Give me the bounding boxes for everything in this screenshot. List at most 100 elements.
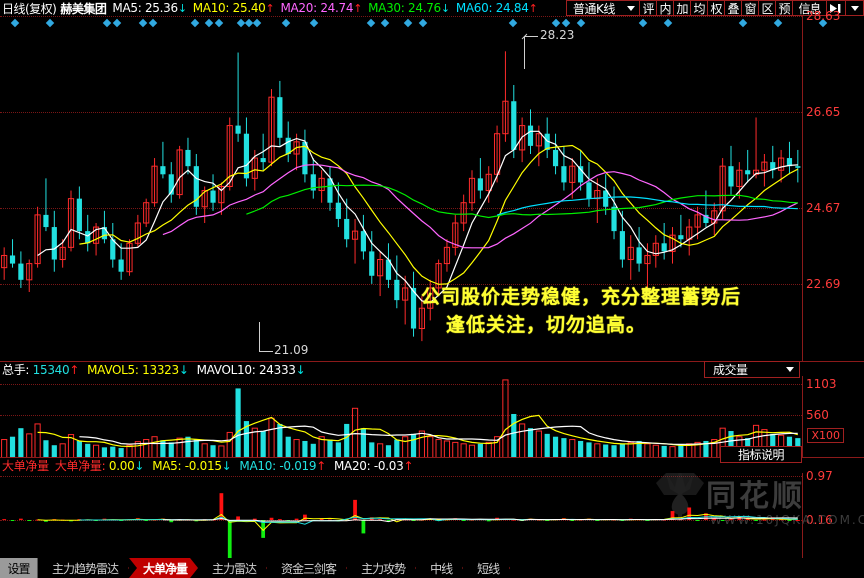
mavol10-label: MAVOL10 [196, 362, 252, 377]
chart-type-label: 普通K线 [573, 1, 615, 16]
toolbar-button-quan-label: 权 [710, 1, 722, 16]
tab-label-6: 短线 [477, 561, 500, 576]
indicator-axis-label-2: 0.16 [806, 513, 833, 527]
volume-header: 总手: 15340 ↑ MAVOL5: 13323 ↓ MAVOL10: 24333… [2, 362, 306, 378]
ma60-label: MA60 [455, 1, 489, 15]
volume-unit-label: X100 [811, 429, 840, 442]
toolbar-button-qu[interactable]: 区 [759, 0, 776, 16]
chart-type-selector[interactable]: 普通K线 [566, 0, 640, 16]
volume-total-value: 15340 [32, 362, 70, 377]
ma30-label: MA30 [368, 1, 401, 15]
volume-indicator-selector[interactable]: 成交量 [704, 361, 800, 378]
volume-bars-svg [1, 379, 801, 458]
volume-total-arrow-up-icon: ↑ [69, 362, 80, 377]
volume-axis-label-1: 1103 [806, 377, 837, 391]
ma60-value: 24.84 [495, 1, 529, 15]
toolbar-button-nei-label: 内 [659, 1, 671, 16]
price-axis: 28.63 26.65 24.67 22.69 [802, 9, 864, 361]
indicator-header: 大单净量 大单净量: 0.00 ↓ MA5: -0.015 ↓ MA10: -0.0… [2, 458, 414, 474]
price-axis-label-4: 22.69 [806, 277, 841, 291]
tab-label-0: 主力趋势雷达 [52, 561, 119, 576]
tab-label-2: 主力雷达 [212, 561, 257, 576]
mavol5-label: MAVOL5 [87, 362, 135, 377]
period-label[interactable]: 日线(复权) [2, 1, 57, 16]
indicator-ma20-arrow-up-icon: ↑ [403, 458, 414, 473]
tab-zhuli-qushi-leida[interactable]: 主力趋势雷达 [38, 558, 129, 578]
annotation-line-2: 逢低关注，切勿追高。 [446, 314, 647, 336]
tab-dadan-jingliang[interactable]: 大单净量 [129, 558, 198, 578]
dadan-indicator-panel[interactable]: 大单净量 大单净量: 0.00 ↓ MA5: -0.015 ↓ MA10: -0.0… [0, 458, 864, 558]
indicator-ma20-value: -0.03 [373, 458, 404, 473]
toolbar-button-jia-label: 加 [676, 1, 688, 16]
bottom-tab-bar: 设置 主力趋势雷达 大单净量 主力雷达 资金三剑客 主力攻势 中线 短线 [0, 558, 864, 578]
toolbar-button-quan[interactable]: 权 [708, 0, 725, 16]
settings-button[interactable]: 设置 [0, 558, 38, 578]
toolbar-button-jun[interactable]: 均 [691, 0, 708, 16]
indicator-bars-svg [2, 493, 800, 558]
volume-indicator-divider [0, 457, 864, 458]
toolbar-button-info[interactable]: 信息 [793, 0, 827, 16]
mavol5-value: 13323 [142, 362, 179, 377]
top-toolbar: 日线(复权) 赫美集团 MA5: 25.36↓ MA10: 25.40↑ MA2… [0, 0, 864, 16]
mavol5-arrow-down-icon: ↓ [178, 362, 189, 377]
ma10-readout: MA10: 25.40↑ [192, 1, 275, 15]
toolbar-more-dropdown[interactable] [846, 0, 864, 16]
toolbar-buttons-group: 普通K线 评 内 加 均 权 叠 窗 区 预 信息 [566, 0, 864, 16]
ma20-readout: MA20: 24.74↑ [280, 1, 363, 15]
low-tag-leader-h [259, 351, 273, 352]
tab-zijin-sanjianke[interactable]: 资金三剑客 [267, 558, 347, 578]
toolbar-button-jia[interactable]: 加 [674, 0, 691, 16]
indicator-ma20-label: MA20 [333, 458, 367, 473]
indicator-ma10-label: MA10 [239, 458, 273, 473]
ma20-value: 24.74 [320, 1, 354, 15]
volume-axis-label-2: 560 [806, 408, 829, 422]
tab-label-4: 主力攻势 [361, 561, 406, 576]
volume-indicator-label: 成交量 [713, 363, 748, 377]
toolbar-button-die[interactable]: 叠 [725, 0, 742, 16]
stock-name-label: 赫美集团 [60, 1, 107, 16]
mavol10-arrow-down-icon: ↓ [295, 362, 306, 377]
volume-total-label: 总手 [2, 363, 26, 377]
ma5-arrow-down-icon: ↓ [177, 2, 187, 15]
indicator-ma5-arrow-down-icon: ↓ [221, 458, 232, 473]
indicator-title: 大单净量 [2, 459, 49, 473]
high-price-tag: 28.23 [540, 28, 575, 42]
indicator-help-button[interactable]: 指标说明 [720, 446, 802, 463]
tab-zhuli-gongshi[interactable]: 主力攻势 [347, 558, 416, 578]
tab-zhuli-leida[interactable]: 主力雷达 [198, 558, 267, 578]
ma60-readout: MA60: 24.84↑ [455, 1, 538, 15]
indicator-arrow-down-icon: ↓ [134, 458, 145, 473]
price-axis-label-1: 28.63 [806, 9, 841, 23]
ma30-value: 24.76 [408, 1, 441, 15]
ma20-label: MA20 [280, 1, 314, 15]
indicator-ma10-value: -0.019 [279, 458, 317, 473]
toolbar-button-yu-label: 预 [778, 1, 790, 16]
toolbar-button-qu-label: 区 [761, 1, 773, 16]
ma5-label: MA5 [112, 1, 138, 15]
toolbar-button-die-label: 叠 [727, 1, 739, 16]
toolbar-button-ping[interactable]: 评 [640, 0, 657, 16]
volume-unit-box: X100 [807, 428, 844, 443]
jump-right-icon[interactable] [827, 0, 846, 16]
price-chart-panel[interactable]: q 张 财 28.23 21.09 公司股价走势稳健，充分整理蓄势后 逢低关注，… [0, 9, 864, 361]
tab-zhongxian[interactable]: 中线 [416, 558, 463, 578]
mavol10-value: 24333 [258, 362, 296, 377]
price-plot-area[interactable]: q 张 财 28.23 21.09 公司股价走势稳健，充分整理蓄势后 逢低关注，… [0, 16, 864, 361]
indicator-name-label: 大单净量 [54, 459, 102, 473]
indicator-plot-area[interactable]: 同花顺 WWW.10JQKA.COM.CN [0, 473, 864, 558]
toolbar-button-chuang[interactable]: 窗 [742, 0, 759, 16]
volume-panel[interactable]: 总手: 15340 ↑ MAVOL5: 13323 ↓ MAVOL10: 24333… [0, 361, 864, 463]
toolbar-button-jun-label: 均 [693, 1, 705, 16]
price-volume-divider [0, 361, 864, 362]
toolbar-button-nei[interactable]: 内 [657, 0, 674, 16]
high-tag-leader-v [524, 36, 525, 69]
indicator-axis: 0.97 0.16 [802, 469, 864, 558]
chevron-down-icon-volume [786, 367, 794, 372]
price-axis-label-2: 26.65 [806, 105, 841, 119]
low-tag-leader-v [259, 322, 260, 352]
volume-axis: 1103 560 [802, 376, 864, 458]
toolbar-button-yu[interactable]: 预 [776, 0, 793, 16]
tab-duanxian[interactable]: 短线 [463, 558, 510, 578]
chevron-down-icon-2 [850, 5, 859, 11]
